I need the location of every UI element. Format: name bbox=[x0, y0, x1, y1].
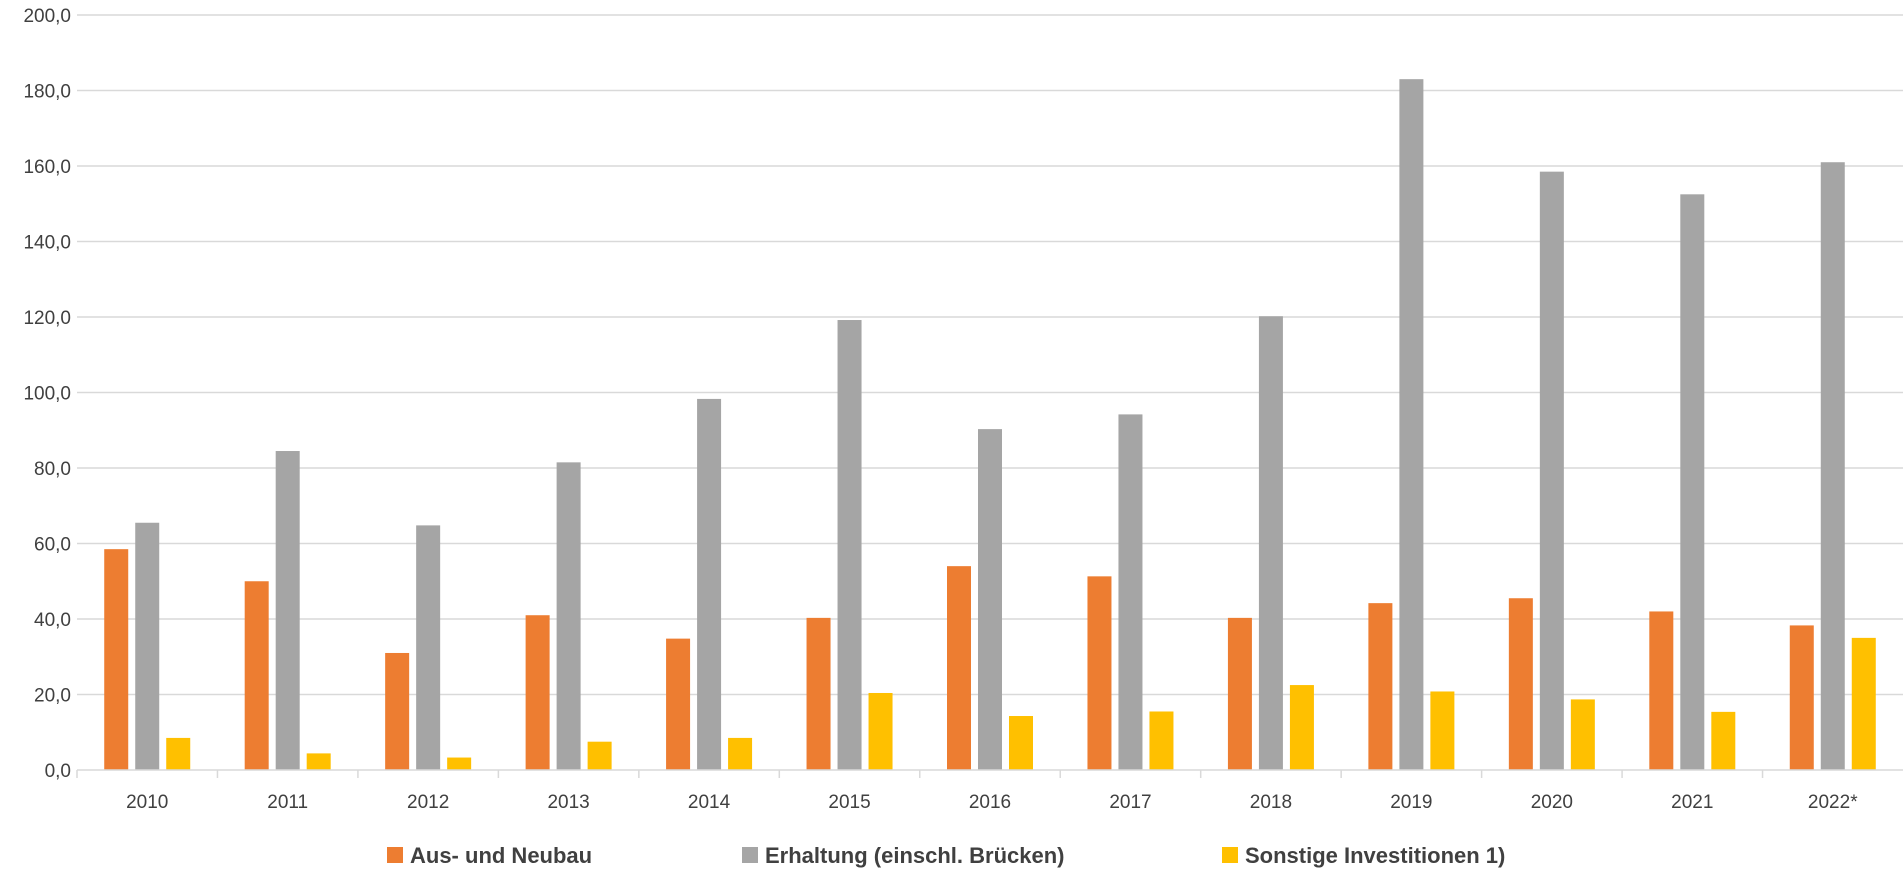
x-tick-label: 2015 bbox=[828, 792, 870, 813]
y-tick-label: 180,0 bbox=[23, 82, 71, 103]
legend-label: Sonstige Investitionen 1) bbox=[1245, 843, 1505, 868]
bar bbox=[1711, 711, 1736, 770]
axes: 0,0 20,0 40,0 60,0 80,0 100,0 120,0 140,0 160,0 1… bbox=[23, 6, 1903, 813]
y-tick-label: 160,0 bbox=[23, 157, 71, 178]
legend: Aus- und Neubau Erhaltung (einschl. Brück… bbox=[387, 843, 1505, 868]
bar bbox=[1227, 617, 1252, 770]
bar bbox=[1789, 625, 1814, 770]
bar bbox=[1851, 637, 1876, 770]
x-tick-label: 2017 bbox=[1109, 792, 1151, 813]
legend-swatch bbox=[1222, 847, 1238, 863]
legend-label: Erhaltung (einschl. Brücken) bbox=[765, 843, 1065, 868]
bar bbox=[837, 320, 862, 770]
legend-swatch bbox=[742, 847, 758, 863]
bar bbox=[275, 451, 300, 770]
y-tick-label: 20,0 bbox=[34, 686, 71, 707]
y-tick-label: 140,0 bbox=[23, 233, 71, 254]
legend-swatch bbox=[387, 847, 403, 863]
legend-label: Aus- und Neubau bbox=[410, 843, 592, 868]
bar bbox=[947, 566, 971, 770]
x-tick-label: 2021 bbox=[1671, 792, 1713, 813]
bar bbox=[868, 692, 893, 770]
x-tick-label: 2019 bbox=[1390, 792, 1432, 813]
bar bbox=[1508, 598, 1533, 770]
bar bbox=[306, 753, 331, 770]
x-tick-label: 2014 bbox=[688, 792, 731, 813]
y-tick-label: 100,0 bbox=[23, 384, 71, 405]
y-tick-label: 0,0 bbox=[45, 761, 71, 782]
y-tick-label: 40,0 bbox=[34, 610, 71, 631]
bar bbox=[447, 757, 472, 770]
y-tick-label: 80,0 bbox=[34, 459, 71, 480]
bar bbox=[1289, 685, 1314, 770]
bar bbox=[1118, 414, 1143, 770]
gridlines bbox=[77, 14, 1903, 696]
x-tick-label: 2011 bbox=[267, 792, 308, 813]
bar bbox=[697, 398, 722, 770]
bar bbox=[728, 737, 753, 770]
x-tick-label: 2013 bbox=[547, 792, 589, 813]
x-tick-label: 2010 bbox=[126, 792, 168, 813]
bar bbox=[556, 462, 581, 770]
bar bbox=[166, 737, 191, 770]
bar bbox=[1539, 171, 1564, 771]
bar bbox=[135, 522, 160, 770]
bar bbox=[806, 617, 831, 770]
y-tick-label: 200,0 bbox=[23, 6, 71, 27]
x-tick-label: 2012 bbox=[407, 792, 449, 813]
bar bbox=[1087, 576, 1112, 770]
bar bbox=[1820, 162, 1845, 771]
x-tick-label: 2020 bbox=[1531, 792, 1573, 813]
bar bbox=[525, 615, 550, 770]
bar bbox=[1009, 716, 1033, 770]
bar bbox=[666, 638, 691, 770]
bar bbox=[1570, 699, 1595, 770]
bar bbox=[1649, 611, 1674, 770]
x-tick-label: 2022* bbox=[1808, 792, 1858, 813]
bar bbox=[416, 525, 441, 770]
bar bbox=[1399, 79, 1424, 771]
bar bbox=[978, 429, 1002, 770]
y-tick-label: 120,0 bbox=[23, 308, 71, 329]
y-tick-label: 60,0 bbox=[34, 535, 71, 556]
x-tick-label: 2016 bbox=[969, 792, 1011, 813]
bar bbox=[385, 652, 410, 770]
bar bbox=[1680, 194, 1705, 770]
bar bbox=[244, 581, 269, 770]
bar bbox=[1368, 603, 1393, 770]
bar bbox=[587, 741, 612, 770]
x-tick-label: 2018 bbox=[1250, 792, 1292, 813]
bar bbox=[1430, 691, 1455, 770]
bar bbox=[1258, 316, 1283, 770]
bar bbox=[1149, 711, 1174, 770]
bars bbox=[104, 79, 1876, 771]
bar bbox=[104, 549, 129, 770]
